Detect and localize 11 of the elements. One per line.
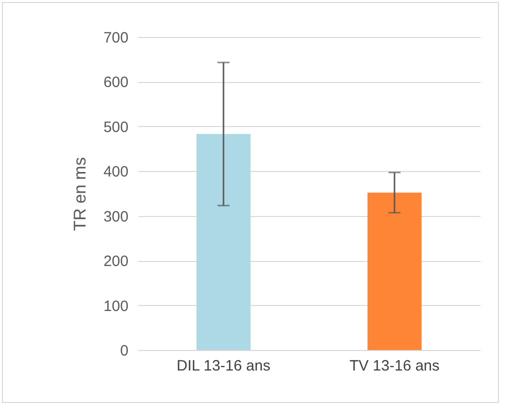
y-tick-label: 200 xyxy=(103,253,128,270)
y-tick-label: 300 xyxy=(103,208,128,226)
y-axis-title: TR en ms xyxy=(70,157,90,231)
y-tick-label: 700 xyxy=(103,30,128,46)
x-tick-label: TV 13-16 ans xyxy=(349,358,440,374)
y-tick-label: 500 xyxy=(103,118,128,136)
y-tick-label: 0 xyxy=(120,342,128,360)
y-tick-label: 400 xyxy=(103,164,128,181)
y-tick-label: 600 xyxy=(103,74,128,92)
y-tick-label: 100 xyxy=(103,298,128,315)
x-tick-label: DIL 13-16 ans xyxy=(176,358,270,374)
